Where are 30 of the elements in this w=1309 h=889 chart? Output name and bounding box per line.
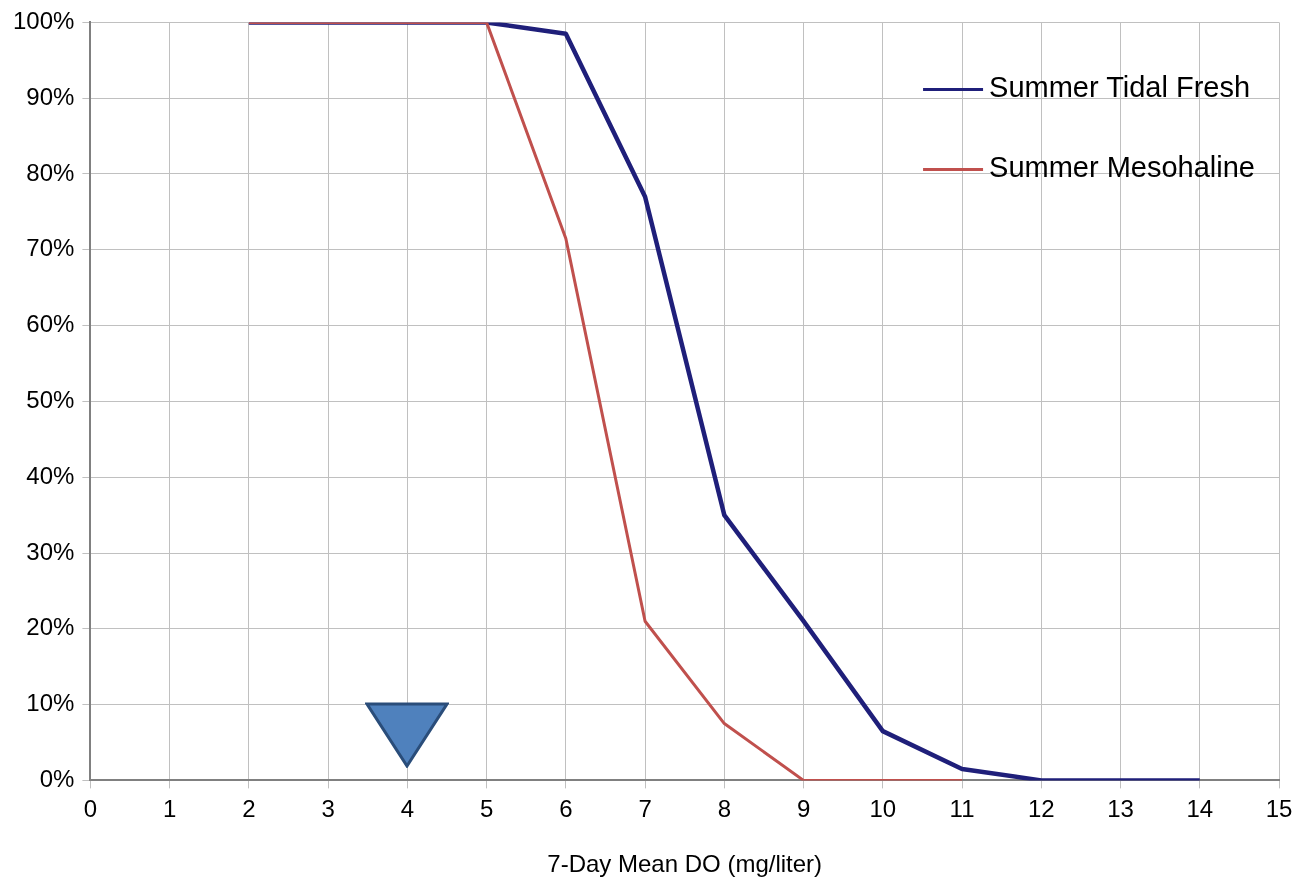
- y-tick-label: 80%: [26, 158, 75, 186]
- y-tick-label: 70%: [26, 234, 75, 262]
- y-tick-label: 0%: [39, 765, 75, 793]
- y-tick-label: 60%: [26, 310, 75, 338]
- x-tick-label: 0: [83, 795, 98, 823]
- x-tick-label: 9: [796, 795, 811, 823]
- y-tick-label: 40%: [26, 461, 75, 489]
- x-tick-label: 8: [717, 795, 731, 823]
- x-tick-label: 4: [400, 795, 415, 823]
- x-axis-title: 7-Day Mean DO (mg/liter): [547, 850, 823, 878]
- x-tick-label: 7: [638, 795, 652, 823]
- x-tick-label: 15: [1265, 795, 1293, 823]
- x-tick-label: 3: [321, 795, 335, 823]
- y-tick-label: 20%: [26, 613, 75, 641]
- x-tick-label: 10: [869, 795, 897, 823]
- y-tick-label: 100%: [12, 7, 75, 35]
- legend-label: Summer Mesohaline: [989, 151, 1256, 184]
- legend-label: Summer Tidal Fresh: [989, 71, 1251, 104]
- x-tick-label: 11: [949, 795, 975, 823]
- x-tick-label: 5: [479, 795, 494, 823]
- x-tick-label: 13: [1107, 795, 1134, 823]
- y-tick-label: 30%: [26, 537, 75, 565]
- y-tick-label: 10%: [26, 689, 75, 717]
- x-tick-label: 2: [242, 795, 256, 823]
- x-tick-label: 6: [559, 795, 573, 823]
- x-tick-label: 14: [1186, 795, 1214, 823]
- y-tick-label: 50%: [26, 386, 75, 414]
- x-tick-label: 1: [162, 795, 177, 823]
- x-tick-label: 12: [1027, 795, 1055, 823]
- y-tick-label: 90%: [26, 82, 75, 110]
